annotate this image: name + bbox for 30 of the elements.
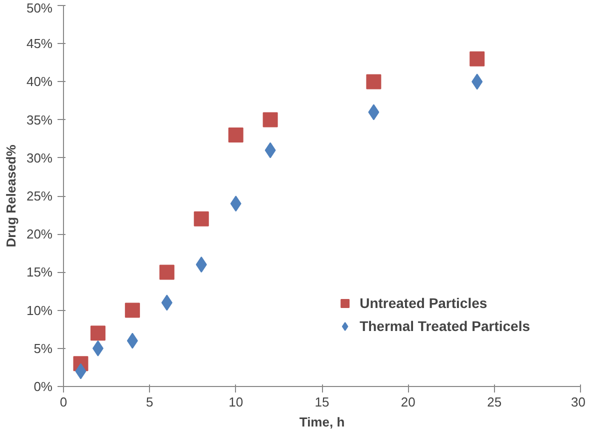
x-tick-label: 20 (400, 394, 416, 410)
point (159, 264, 174, 280)
y-tick-label: 20% (26, 226, 53, 242)
point (90, 326, 106, 341)
y-tick-label: 5% (34, 340, 53, 356)
x-tick-label: 10 (228, 394, 244, 410)
y-axis-title: Drug Released% (3, 144, 18, 248)
y-tick-label: 25% (26, 188, 53, 204)
point (366, 74, 382, 90)
y-tick-label: 0% (34, 379, 53, 394)
y-tick-label: 30% (26, 150, 53, 166)
y-tick-label: 10% (26, 302, 53, 318)
y-tick-label: 45% (26, 36, 53, 52)
point (470, 51, 485, 66)
y-tick-label: 15% (26, 264, 53, 280)
point (262, 112, 278, 128)
y-tick-label: 50% (26, 0, 53, 16)
y-tick-label: 40% (26, 74, 53, 90)
point (194, 211, 209, 226)
x-tick-label: 15 (314, 394, 330, 410)
legend-label: Thermal Treated Particels (360, 318, 530, 334)
legend-label: Untreated Particles (360, 295, 488, 311)
x-tick-label: 5 (146, 394, 154, 410)
point (124, 302, 140, 318)
y-tick-label: 35% (26, 112, 53, 128)
x-tick-label: 30 (571, 394, 586, 410)
point (228, 128, 244, 143)
x-tick-label: 0 (60, 394, 68, 410)
x-tick-label: 25 (487, 394, 502, 410)
x-axis-title: Time, h (299, 414, 345, 430)
